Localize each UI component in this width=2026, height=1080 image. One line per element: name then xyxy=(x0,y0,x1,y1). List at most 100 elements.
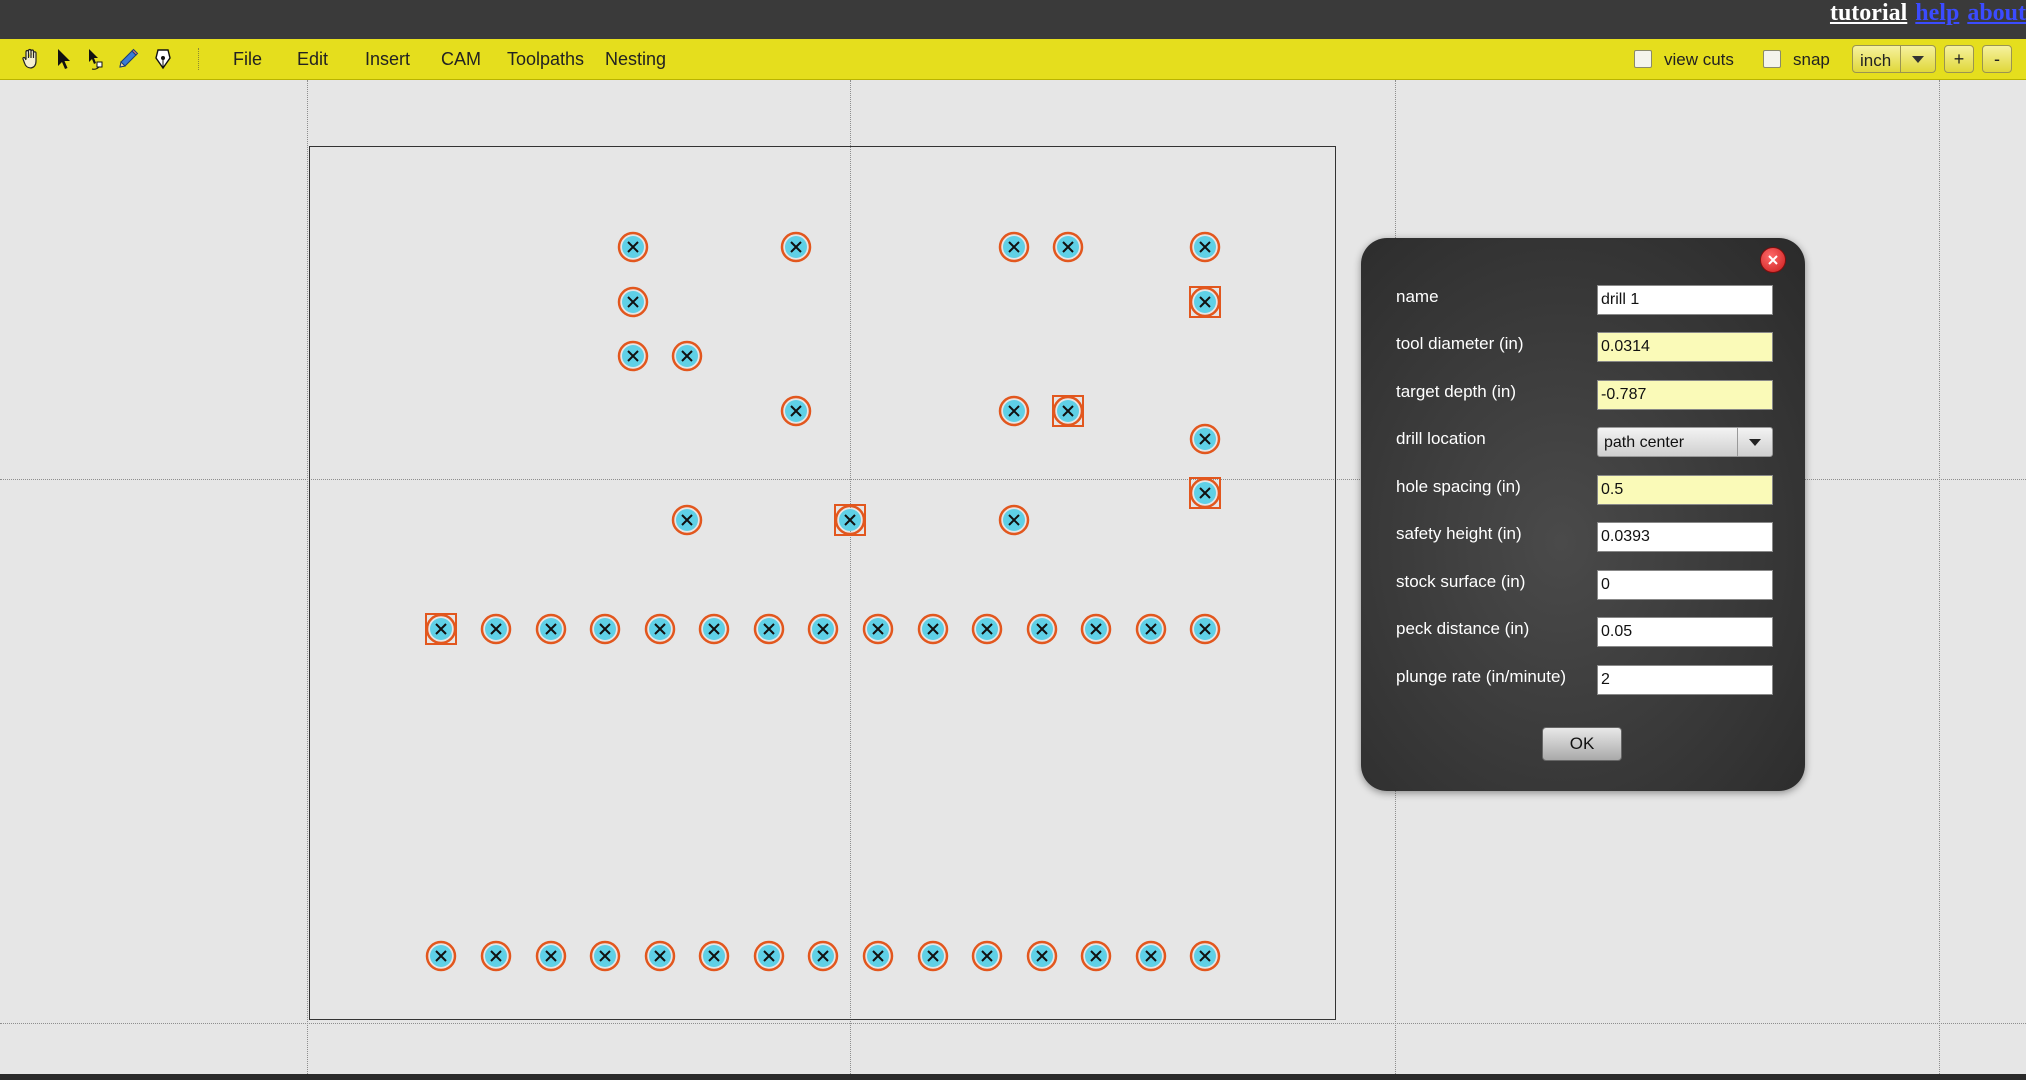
drill-hole-selected[interactable] xyxy=(1051,394,1085,428)
drill-hole[interactable] xyxy=(616,339,650,373)
name-input[interactable] xyxy=(1597,285,1773,315)
field-label-hole-spacing: hole spacing (in) xyxy=(1396,477,1521,496)
drill-hole[interactable] xyxy=(588,612,622,646)
drill-hole[interactable] xyxy=(588,939,622,973)
field-label-drill-location: drill location xyxy=(1396,429,1486,448)
close-icon xyxy=(1768,255,1778,265)
drill-hole[interactable] xyxy=(1188,939,1222,973)
menu-file[interactable]: File xyxy=(233,49,263,69)
drill-hole[interactable] xyxy=(806,612,840,646)
node-edit-icon[interactable] xyxy=(84,47,108,71)
field-label-target-depth: target depth (in) xyxy=(1396,382,1517,401)
drill-hole[interactable] xyxy=(534,612,568,646)
drill-location-select[interactable]: path center xyxy=(1597,427,1773,457)
hand-icon[interactable] xyxy=(19,47,43,71)
drill-hole[interactable] xyxy=(916,612,950,646)
drill-hole[interactable] xyxy=(479,612,513,646)
peck-distance-input[interactable] xyxy=(1597,617,1773,647)
pen-icon[interactable] xyxy=(151,47,175,71)
drill-hole-selected[interactable] xyxy=(1188,476,1222,510)
units-select[interactable]: inch xyxy=(1852,45,1936,73)
grid-guide xyxy=(0,479,2026,480)
tool-diameter-input[interactable] xyxy=(1597,332,1773,362)
tutorial-link[interactable]: tutorial xyxy=(1829,0,1908,26)
field-label-safety-height: safety height (in) xyxy=(1396,524,1522,543)
drill-hole-selected[interactable] xyxy=(833,503,867,537)
ok-button[interactable]: OK xyxy=(1542,727,1622,761)
zoom-in-button[interactable]: + xyxy=(1944,45,1974,73)
drill-hole[interactable] xyxy=(806,939,840,973)
target-depth-input[interactable] xyxy=(1597,380,1773,410)
drill-hole[interactable] xyxy=(1188,422,1222,456)
drill-hole[interactable] xyxy=(1079,612,1113,646)
drill-hole[interactable] xyxy=(970,939,1004,973)
grid-guide xyxy=(307,80,308,1080)
field-label-tool-diameter: tool diameter (in) xyxy=(1396,334,1524,353)
drill-hole[interactable] xyxy=(643,612,677,646)
drill-hole[interactable] xyxy=(1188,230,1222,264)
drill-hole[interactable] xyxy=(1079,939,1113,973)
pencil-icon[interactable] xyxy=(116,47,140,71)
drill-hole[interactable] xyxy=(970,612,1004,646)
drill-hole[interactable] xyxy=(779,230,813,264)
menu-edit[interactable]: Edit xyxy=(297,49,329,69)
drill-hole[interactable] xyxy=(534,939,568,973)
stock-outline xyxy=(309,146,1336,1020)
grid-guide xyxy=(850,80,851,1080)
drill-hole[interactable] xyxy=(1134,612,1168,646)
drill-hole[interactable] xyxy=(670,339,704,373)
menu-toolpaths[interactable]: Toolpaths xyxy=(507,49,585,69)
drill-hole[interactable] xyxy=(752,612,786,646)
select-arrow-icon[interactable] xyxy=(52,47,76,71)
hole-spacing-input[interactable] xyxy=(1597,475,1773,505)
drill-hole[interactable] xyxy=(997,394,1031,428)
snap-label: snap xyxy=(1793,50,1830,69)
zoom-out-button[interactable]: - xyxy=(1982,45,2012,73)
drill-hole[interactable] xyxy=(861,939,895,973)
field-label-stock-surface: stock surface (in) xyxy=(1396,572,1526,591)
drawing-canvas[interactable] xyxy=(0,80,2026,1080)
drill-hole[interactable] xyxy=(479,939,513,973)
field-label-plunge-rate: plunge rate (in/minute) xyxy=(1396,667,1567,686)
drill-hole-selected[interactable] xyxy=(424,612,458,646)
menu-cam[interactable]: CAM xyxy=(441,49,481,69)
drill-hole[interactable] xyxy=(1025,939,1059,973)
menu-nesting[interactable]: Nesting xyxy=(605,49,667,69)
close-button[interactable] xyxy=(1760,247,1786,273)
drill-hole[interactable] xyxy=(670,503,704,537)
snap-checkbox[interactable] xyxy=(1763,50,1781,68)
drill-hole[interactable] xyxy=(752,939,786,973)
stock-surface-input[interactable] xyxy=(1597,570,1773,600)
drill-hole[interactable] xyxy=(697,939,731,973)
menu-insert[interactable]: Insert xyxy=(365,49,411,69)
chevron-down-icon xyxy=(1900,46,1935,72)
drill-hole[interactable] xyxy=(997,503,1031,537)
about-link[interactable]: about xyxy=(1967,0,2026,26)
help-link[interactable]: help xyxy=(1915,0,1960,26)
toolbar: File Edit Insert CAM Toolpaths Nesting v… xyxy=(0,39,2026,80)
field-label-peck-distance: peck distance (in) xyxy=(1396,619,1530,638)
drill-hole[interactable] xyxy=(997,230,1031,264)
drill-hole[interactable] xyxy=(616,285,650,319)
drill-hole[interactable] xyxy=(1188,612,1222,646)
view-cuts-label: view cuts xyxy=(1664,50,1734,69)
bottom-edge xyxy=(0,1074,2026,1080)
drill-hole[interactable] xyxy=(616,230,650,264)
toolbar-separator xyxy=(198,48,199,70)
drill-hole[interactable] xyxy=(697,612,731,646)
drill-hole[interactable] xyxy=(861,612,895,646)
drill-hole[interactable] xyxy=(1025,612,1059,646)
safety-height-input[interactable] xyxy=(1597,522,1773,552)
plunge-rate-input[interactable] xyxy=(1597,665,1773,695)
drill-hole[interactable] xyxy=(916,939,950,973)
drill-location-value: path center xyxy=(1604,434,1685,451)
view-cuts-checkbox[interactable] xyxy=(1634,50,1652,68)
drill-hole-selected[interactable] xyxy=(1188,285,1222,319)
drill-hole[interactable] xyxy=(643,939,677,973)
title-bar: tutorial help about xyxy=(0,0,2026,39)
drill-hole[interactable] xyxy=(424,939,458,973)
drill-hole[interactable] xyxy=(779,394,813,428)
drill-hole[interactable] xyxy=(1051,230,1085,264)
drill-operation-dialog: name tool diameter (in) target depth (in… xyxy=(1361,238,1805,791)
drill-hole[interactable] xyxy=(1134,939,1168,973)
